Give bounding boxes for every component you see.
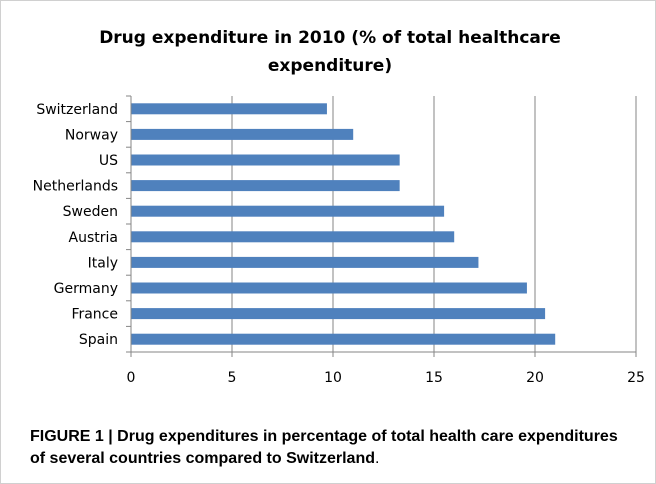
y-tick-label: Norway [65, 127, 118, 143]
bar-germany [131, 282, 527, 294]
x-tick-label: 25 [627, 370, 645, 386]
figure-caption: FIGURE 1 | Drug expenditures in percenta… [30, 426, 630, 470]
chart-title: Drug expenditure in 2010 (% of total hea… [99, 28, 561, 76]
y-tick-label: US [99, 153, 118, 169]
bars [131, 103, 556, 345]
x-tick-label: 20 [526, 370, 544, 386]
caption-suffix: . [374, 450, 380, 467]
x-tick-label: 5 [228, 370, 237, 386]
bar-norway [131, 128, 354, 140]
bar-france [131, 308, 546, 320]
bar-us [131, 154, 400, 166]
y-tick-label: Switzerland [36, 102, 118, 118]
bar-italy [131, 256, 479, 268]
y-tick-label: Austria [69, 230, 118, 246]
y-tick-label: Sweden [63, 204, 118, 220]
bar-austria [131, 231, 455, 243]
bar-switzerland [131, 103, 327, 115]
axes [126, 95, 637, 357]
y-tick-label: France [71, 307, 118, 323]
tick-labels: 0 5 10 15 20 25 Switzerland Norway US Netherlands… [33, 102, 645, 386]
bar-chart: 0 5 10 15 20 25 Switzerland Norway US Netherlands… [33, 95, 645, 386]
x-tick-label: 10 [324, 370, 342, 386]
y-tick-label: Spain [79, 332, 118, 348]
bar-spain [131, 333, 556, 345]
bar-netherlands [131, 180, 400, 192]
y-tick-label: Netherlands [33, 179, 118, 195]
x-tick-label: 15 [425, 370, 443, 386]
bar-sweden [131, 205, 445, 217]
y-tick-label: Germany [54, 281, 118, 297]
caption-text: FIGURE 1 | Drug expenditures in percenta… [30, 428, 618, 467]
y-tick-label: Italy [88, 255, 118, 271]
x-tick-label: 0 [127, 370, 136, 386]
